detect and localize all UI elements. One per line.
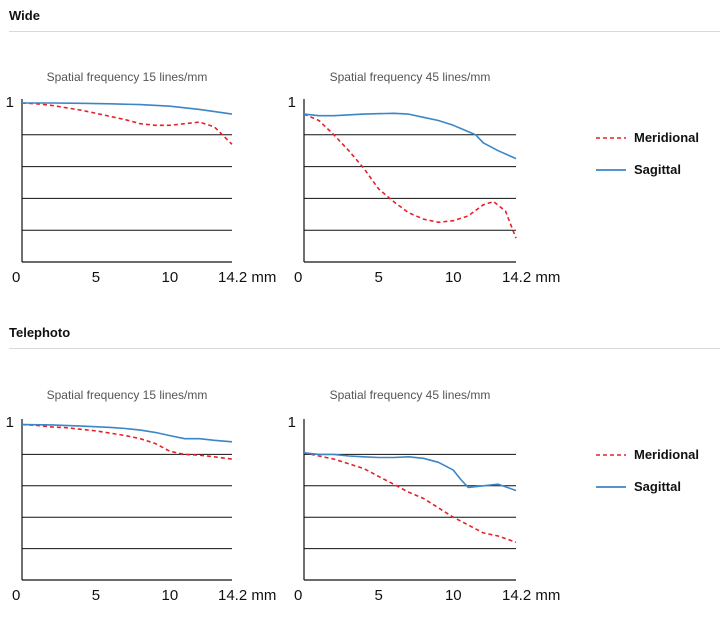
section-divider-telephoto xyxy=(9,348,720,349)
chart-4-title: Spatial frequency 45 lines/mm xyxy=(330,388,491,402)
chart-4-x-tick-label-3: 10 xyxy=(445,587,462,604)
chart-2-x-tick-label-4: 14.2 mm xyxy=(502,269,560,286)
section-title-wide: Wide xyxy=(9,8,40,23)
chart-4-sagittal-line xyxy=(303,452,517,492)
chart-1-x-tick-label-3: 10 xyxy=(162,269,179,286)
chart-1-meridional-line xyxy=(21,102,233,145)
chart-3-sagittal-line xyxy=(21,423,233,443)
chart-2-title: Spatial frequency 45 lines/mm xyxy=(330,70,491,84)
chart-4-x-tick-label-1: 0 xyxy=(294,587,302,604)
chart-2-sagittal-line xyxy=(303,112,517,160)
chart-2-meridional-line xyxy=(303,113,517,239)
chart-1-x-tick-label-2: 5 xyxy=(92,269,100,286)
legend-2-sagittal-label: Sagittal xyxy=(634,479,681,494)
section-title-telephoto: Telephoto xyxy=(9,325,71,340)
chart-1-x-tick-label-4: 14.2 mm xyxy=(218,269,276,286)
section-divider-wide xyxy=(9,31,720,32)
chart-2-y-tick-label: 1 xyxy=(288,94,296,111)
legend-1-meridional-label: Meridional xyxy=(634,130,699,145)
chart-4-x-tick-label-4: 14.2 mm xyxy=(502,587,560,604)
chart-1-x-tick-label-1: 0 xyxy=(12,269,20,286)
chart-3-meridional-line xyxy=(21,423,233,460)
chart-3-x-tick-label-1: 0 xyxy=(12,587,20,604)
chart-2-x-tick-label-2: 5 xyxy=(374,269,382,286)
legend-2-meridional-label: Meridional xyxy=(634,447,699,462)
chart-4-y-tick-label: 1 xyxy=(288,414,296,431)
chart-2-x-tick-label-3: 10 xyxy=(445,269,462,286)
chart-3-x-tick-label-3: 10 xyxy=(162,587,179,604)
chart-3-x-tick-label-4: 14.2 mm xyxy=(218,587,276,604)
chart-1-sagittal-line xyxy=(22,102,233,115)
chart-2-x-tick-label-1: 0 xyxy=(294,269,302,286)
chart-3-x-tick-label-2: 5 xyxy=(92,587,100,604)
chart-4-meridional-line xyxy=(303,452,517,544)
legend-1-sagittal-label: Sagittal xyxy=(634,162,681,177)
chart-3-y-tick-label: 1 xyxy=(6,414,14,431)
chart-3-title: Spatial frequency 15 lines/mm xyxy=(47,388,208,402)
chart-1-y-tick-label: 1 xyxy=(6,94,14,111)
chart-4-x-tick-label-2: 5 xyxy=(374,587,382,604)
chart-1-title: Spatial frequency 15 lines/mm xyxy=(47,70,208,84)
